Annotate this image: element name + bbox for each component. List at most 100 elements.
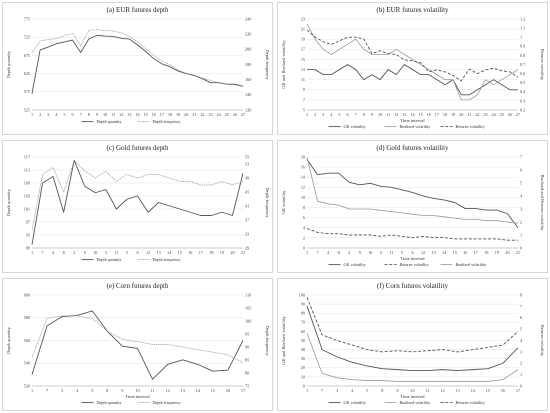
chart-a-ytick-label: 675 <box>24 53 30 58</box>
chart-d-y2tick-label: 7 <box>520 154 522 159</box>
chart-e-y2tick-label: 85 <box>245 357 249 362</box>
chart-a-y2tick-label: 160 <box>245 77 251 82</box>
chart-b-xtick-label: 8 <box>363 112 365 117</box>
chart-f-xtick-label: 8 <box>381 388 383 393</box>
chart-d-xtick-label: 17 <box>474 250 478 255</box>
chart-e-series-line-depth-quantity <box>31 310 244 380</box>
chart-a-xtick-label: 8 <box>88 112 90 117</box>
chart-d-ytick-label: 14 <box>301 175 306 180</box>
chart-c-ytick-label: 97 <box>26 219 30 224</box>
chart-d-xtick-label: 12 <box>421 250 425 255</box>
chart-f-legend-label: Realized volatility <box>400 400 432 405</box>
chart-e-svg: (e) Corn futures depth520540560580600758… <box>2 278 273 411</box>
chart-d-ytick-label: 16 <box>301 165 305 170</box>
chart-a-xtick-label: 13 <box>127 112 131 117</box>
chart-b-ytick-label: 13 <box>301 67 305 72</box>
chart-f-xtick-label: 4 <box>351 388 354 393</box>
chart-a-y2tick-label: 240 <box>245 16 251 21</box>
chart-e-xtick-label: 14 <box>196 388 201 393</box>
chart-b-y2tick-label: 1 <box>520 35 522 40</box>
chart-c-xtick-label: 12 <box>146 250 150 255</box>
chart-c-ytick-label: 101 <box>24 206 30 211</box>
panel-f-corn-volatility: (f) Corn futures volatility 0 10 20 30 40 50 60… <box>275 276 550 413</box>
chart-c-xtick-label: 9 <box>84 250 86 255</box>
chart-c-ytick-label: 113 <box>24 167 30 172</box>
chart-f-xtick-label: 15 <box>486 388 490 393</box>
chart-b-ytick-label: 17 <box>301 47 305 52</box>
chart-b-legend-label: Realized volatility <box>400 124 432 129</box>
chart-b-xtick-label: 7 <box>355 112 357 117</box>
chart-a-xtick-label: 5 <box>63 112 65 117</box>
chart-a-series-line-depth-quantity <box>31 34 244 94</box>
chart-b-legend-label: Returns volatility <box>456 124 486 129</box>
chart-f-xtick-label: 14 <box>471 388 476 393</box>
chart-b-y2tick-label: 0.6 <box>520 71 525 76</box>
chart-b-ytick-label: 19 <box>301 37 305 42</box>
chart-d-xtick-label: 15 <box>453 250 457 255</box>
chart-b-xtick-label: 26 <box>508 112 512 117</box>
chart-b-xtick-label: 9 <box>371 112 373 117</box>
chart-e-y2-label: Depth frequency <box>265 325 270 356</box>
chart-a-y2tick-label: 220 <box>245 32 251 37</box>
chart-b-xtick-label: 12 <box>394 112 398 117</box>
chart-a-series-line-depth-frequency <box>31 29 244 87</box>
chart-b-xtick-label: 24 <box>492 112 497 117</box>
chart-d-ytick-label: 18 <box>301 154 305 159</box>
chart-f-y2tick-label: 6 <box>520 315 522 320</box>
chart-d-svg: (d) Gold futures volatility0246810121416… <box>277 140 548 273</box>
chart-b-y2tick-label: 0.8 <box>520 53 525 58</box>
chart-e-series-line-depth-frequency <box>31 315 244 363</box>
chart-f-title: (f) Corn futures volatility <box>377 282 448 290</box>
chart-f-xtick-label: 16 <box>501 388 505 393</box>
chart-f-xtick-label: 5 <box>366 388 368 393</box>
chart-b-y2tick-label: 0.4 <box>520 89 526 94</box>
chart-a-xtick-label: 23 <box>208 112 212 117</box>
chart-d-y2tick-label: 6 <box>520 167 522 172</box>
chart-c-xtick-label: 14 <box>167 250 172 255</box>
chart-d-ytick-label: 6 <box>303 215 305 220</box>
chart-f-ytick-label: 60 <box>301 329 305 334</box>
chart-a-xtick-label: 22 <box>200 112 204 117</box>
panel-c-gold-depth: (c) Gold futures depth 89 93 97 101 105 109 113… <box>0 138 275 275</box>
chart-e-xtick-label: 8 <box>106 388 108 393</box>
chart-e-ytick-label: 560 <box>24 338 30 343</box>
chart-f-ytick-label: 70 <box>301 320 305 325</box>
chart-a-legend-label: Depth quantity <box>97 119 123 124</box>
chart-e-ytick-label: 540 <box>24 361 30 366</box>
panel-d-gold-volatility: (d) Gold futures volatility 0 2 4 6 8 10 12 14 16… <box>275 138 550 275</box>
chart-c-xtick-label: 7 <box>42 250 44 255</box>
chart-c-y2tick-label: 29 <box>245 245 249 250</box>
chart-f-xtick-label: 12 <box>441 388 445 393</box>
chart-a-xtick-label: 4 <box>55 112 58 117</box>
chart-b-y2tick-label: 0.2 <box>520 107 525 112</box>
chart-a-xtick-label: 25 <box>225 112 229 117</box>
chart-a-xtick-label: 3 <box>47 112 49 117</box>
chart-f-y-label: GK and Realized volatility <box>281 316 286 365</box>
chart-e-legend-label: Depth frequency <box>153 400 182 405</box>
chart-a-ytick-label: 625 <box>24 71 30 76</box>
chart-b-xtick-label: 20 <box>459 112 463 117</box>
chart-b-xtick-label: 17 <box>435 112 439 117</box>
chart-f-y2tick-label: 8 <box>520 292 522 297</box>
chart-b-xtick-label: 11 <box>386 112 390 117</box>
chart-c-series-line-depth-quantity <box>31 159 244 245</box>
chart-a-y2tick-label: 180 <box>245 62 251 67</box>
chart-d-ytick-label: 2 <box>303 235 305 240</box>
chart-c-xtick-label: 3 <box>105 250 107 255</box>
chart-b-xtick-label: 22 <box>475 112 479 117</box>
chart-d-frame <box>277 140 548 273</box>
chart-e-xtick-label: 12 <box>166 388 170 393</box>
chart-f-y2tick-label: 1 <box>520 372 522 377</box>
chart-b-xtick-label: 5 <box>338 112 340 117</box>
chart-b-ytick-label: 23 <box>301 16 305 21</box>
chart-d-ytick-label: 8 <box>303 205 305 210</box>
chart-c-ytick-label: 117 <box>24 154 30 159</box>
chart-b-xtick-label: 1 <box>306 112 308 117</box>
chart-d-title: (d) Gold futures volatility <box>376 144 449 152</box>
chart-f-y2tick-label: 7 <box>520 304 522 309</box>
chart-e-xtick-label: 17 <box>241 388 245 393</box>
chart-b-ytick-label: 15 <box>301 57 305 62</box>
chart-e-xtick-label: 9 <box>121 388 123 393</box>
chart-e-legend-label: Depth quantity <box>97 400 123 405</box>
chart-a-xtick-label: 10 <box>103 112 107 117</box>
